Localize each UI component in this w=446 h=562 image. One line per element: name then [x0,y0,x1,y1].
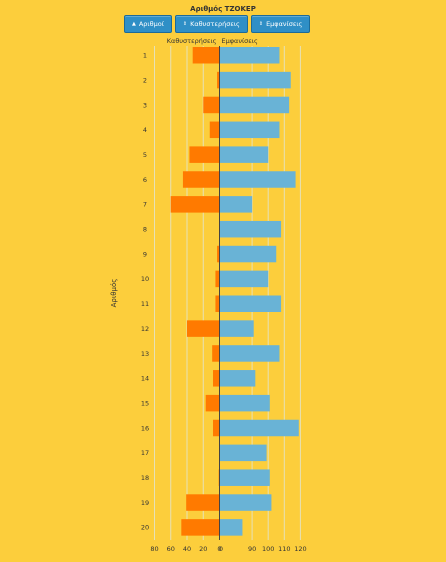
category-label: 14 [141,375,149,383]
category-label: 8 [143,226,147,234]
delays-bar [213,370,220,387]
appearances-bar [220,245,277,263]
category-label: 6 [143,176,147,184]
category-label: 17 [141,449,149,457]
delays-bar [203,96,220,114]
updown-icon: ⇕ [182,21,188,27]
appearances-bar [220,171,296,188]
appearances-bar [220,444,267,462]
delays-bar [192,47,220,64]
category-label: 15 [141,399,149,407]
delays-bar [213,419,220,437]
appearances-bar [220,370,256,387]
updown-icon: ⇕ [258,21,264,27]
appearances-bar [220,519,243,536]
category-label: 18 [141,474,149,482]
delays-bar [181,519,220,536]
appearances-bar [220,47,280,64]
category-label: 2 [143,76,147,84]
delays-bar [212,345,220,362]
category-label: 1 [143,52,147,60]
category-label: 13 [141,350,149,358]
sort-button-group: ▲ Αριθμοί ⇕ Καθυστερήσεις ⇕ Εμφανίσεις [124,15,311,33]
appearances-bar [220,469,270,486]
left-tick-label: 60 [167,545,175,553]
left-tick-label: 80 [150,545,158,553]
category-label: 11 [141,300,149,308]
category-label: 16 [141,424,149,432]
appearances-bar [220,146,269,163]
appearances-bar [220,419,299,437]
category-label: 19 [141,499,149,507]
category-label: 7 [143,201,147,209]
delays-bar [215,270,220,288]
appearances-bar [220,270,269,288]
appearances-bar [220,494,272,511]
appearances-bar [220,220,282,238]
left-series-label: Καθυστερήσεις [167,37,217,45]
sort-by-delays-button[interactable]: ⇕ Καθυστερήσεις [174,15,248,33]
sort-by-delays-label: Καθυστερήσεις [190,20,240,28]
left-tick-label: 0 [217,545,221,553]
left-tick-label: 40 [183,545,191,553]
right-tick-label: 110 [278,545,290,553]
appearances-bar [220,196,253,213]
appearances-bar [220,345,280,362]
delays-bar [170,196,220,213]
right-tick-label: 120 [294,545,306,553]
appearances-bar [220,320,254,337]
delays-bar [209,121,220,139]
category-label: 4 [143,126,147,134]
delays-bar [189,146,220,163]
category-label: 20 [141,524,149,532]
appearances-bar [220,71,291,89]
right-series-label: Εμφανίσεις [222,37,258,45]
sort-by-appearances-button[interactable]: ⇕ Εμφανίσεις [250,15,311,33]
y-axis-label: Αριθμός [110,279,118,308]
left-tick-label: 20 [199,545,207,553]
delays-bar [217,245,220,263]
appearances-bar [220,394,270,412]
category-label: 10 [141,275,149,283]
category-label: 5 [143,151,147,159]
delays-bar [215,295,220,312]
category-label: 12 [141,325,149,333]
category-label: 9 [143,250,147,258]
right-tick-label: 100 [262,545,274,553]
right-tick-label: 90 [248,545,256,553]
sort-by-number-button[interactable]: ▲ Αριθμοί [124,15,172,33]
triangle-up-icon: ▲ [132,21,136,27]
delays-bar [187,320,220,337]
delays-bar [217,71,220,89]
appearances-bar [220,121,280,139]
appearances-bar [220,96,290,114]
chart-title: Αριθμός ΤΖΟΚΕΡ [190,5,256,13]
sort-by-appearances-label: Εμφανίσεις [266,20,303,28]
delays-bar [186,494,220,511]
right-tick-label: 0 [219,545,223,553]
delays-bar [205,394,220,412]
sort-by-number-label: Αριθμοί [138,20,164,28]
category-label: 3 [143,101,147,109]
delays-bar [182,171,220,188]
appearances-bar [220,295,282,312]
